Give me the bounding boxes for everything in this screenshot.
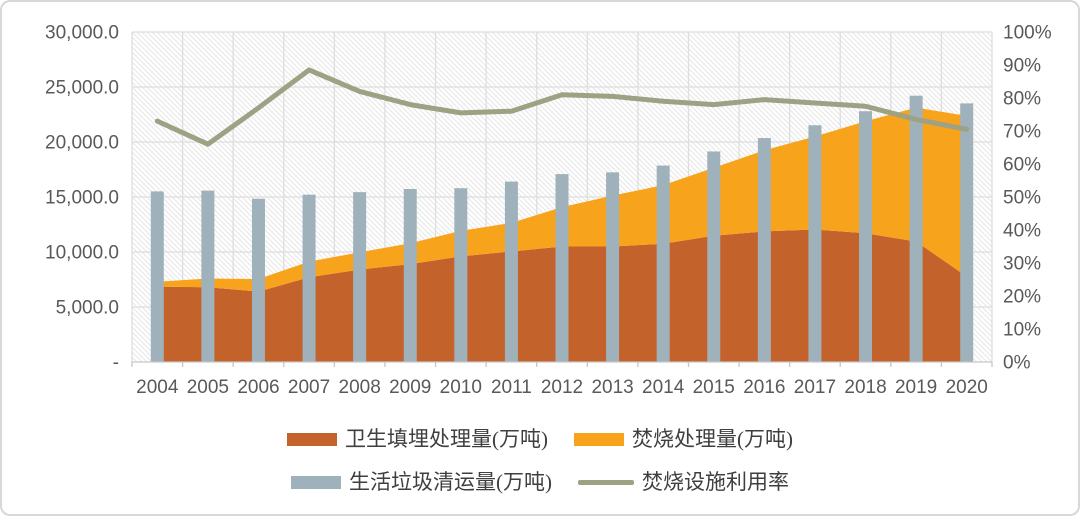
svg-text:5,000.0: 5,000.0 xyxy=(56,298,119,319)
svg-text:50%: 50% xyxy=(1003,188,1041,209)
waste-treatment-chart: 30,000.0 25,000.0 20,000.0 15,000.0 10,000.0… xyxy=(2,2,1078,412)
legend-swatch-utilization-line-icon xyxy=(578,479,634,485)
svg-text:2015: 2015 xyxy=(693,377,735,398)
svg-text:60%: 60% xyxy=(1003,155,1041,176)
svg-text:2012: 2012 xyxy=(541,377,583,398)
svg-text:2009: 2009 xyxy=(389,377,431,398)
legend-label-landfill: 卫生填埋处理量(万吨) xyxy=(345,427,548,451)
svg-text:-: - xyxy=(113,353,119,374)
svg-text:10%: 10% xyxy=(1003,320,1041,341)
svg-text:2018: 2018 xyxy=(844,377,886,398)
svg-text:15,000.0: 15,000.0 xyxy=(45,188,119,209)
svg-text:80%: 80% xyxy=(1003,89,1041,110)
utilization-line xyxy=(154,67,970,147)
legend-item-clearance: 生活垃圾清运量(万吨) xyxy=(291,469,552,495)
svg-text:2013: 2013 xyxy=(591,377,633,398)
svg-text:2007: 2007 xyxy=(288,377,330,398)
svg-text:2011: 2011 xyxy=(491,377,532,398)
right-axis-labels: 100% 90% 80% 70% 60% 50% 40% 30% 20% 10% 0% xyxy=(1003,23,1052,374)
svg-text:2014: 2014 xyxy=(642,377,685,398)
legend-item-incineration: 焚烧处理量(万吨) xyxy=(574,426,793,452)
legend-row-1: 卫生填埋处理量(万吨) 焚烧处理量(万吨) xyxy=(287,426,793,452)
svg-text:2016: 2016 xyxy=(743,377,785,398)
legend-row-2: 生活垃圾清运量(万吨) 焚烧设施利用率 xyxy=(291,469,789,495)
legend-item-landfill: 卫生填埋处理量(万吨) xyxy=(287,426,548,452)
svg-text:10,000.0: 10,000.0 xyxy=(45,243,119,264)
svg-text:100%: 100% xyxy=(1003,23,1052,44)
x-axis-labels: 2004 2005 2006 2007 2008 2009 2010 2011 2012 2013… xyxy=(136,377,988,398)
legend-label-incineration: 焚烧处理量(万吨) xyxy=(632,427,793,451)
legend-label-utilization: 焚烧设施利用率 xyxy=(642,470,789,494)
svg-text:25,000.0: 25,000.0 xyxy=(45,78,119,99)
legend-label-clearance: 生活垃圾清运量(万吨) xyxy=(349,470,552,494)
svg-text:2006: 2006 xyxy=(237,377,279,398)
svg-text:20,000.0: 20,000.0 xyxy=(45,133,119,154)
svg-text:2010: 2010 xyxy=(440,377,482,398)
svg-text:2004: 2004 xyxy=(136,377,179,398)
x-axis xyxy=(131,361,993,367)
svg-text:2020: 2020 xyxy=(946,377,988,398)
svg-text:2008: 2008 xyxy=(339,377,381,398)
svg-text:0%: 0% xyxy=(1003,353,1031,374)
left-axis-labels: 30,000.0 25,000.0 20,000.0 15,000.0 10,000.0… xyxy=(45,23,119,374)
svg-text:2005: 2005 xyxy=(187,377,229,398)
svg-text:90%: 90% xyxy=(1003,56,1041,77)
legend-item-utilization: 焚烧设施利用率 xyxy=(578,469,789,495)
svg-text:20%: 20% xyxy=(1003,287,1041,308)
svg-text:30%: 30% xyxy=(1003,254,1041,275)
chart-legend: 卫生填埋处理量(万吨) 焚烧处理量(万吨) 生活垃圾清运量(万吨) 焚烧设施利用… xyxy=(2,426,1078,495)
legend-swatch-clearance-icon xyxy=(291,475,341,489)
svg-text:40%: 40% xyxy=(1003,221,1041,242)
svg-text:30,000.0: 30,000.0 xyxy=(45,23,119,44)
svg-text:70%: 70% xyxy=(1003,122,1041,143)
bars-clearance xyxy=(150,95,974,362)
svg-text:2019: 2019 xyxy=(895,377,937,398)
legend-swatch-landfill-icon xyxy=(287,432,337,446)
svg-text:2017: 2017 xyxy=(794,377,836,398)
legend-swatch-incineration-icon xyxy=(574,432,624,446)
